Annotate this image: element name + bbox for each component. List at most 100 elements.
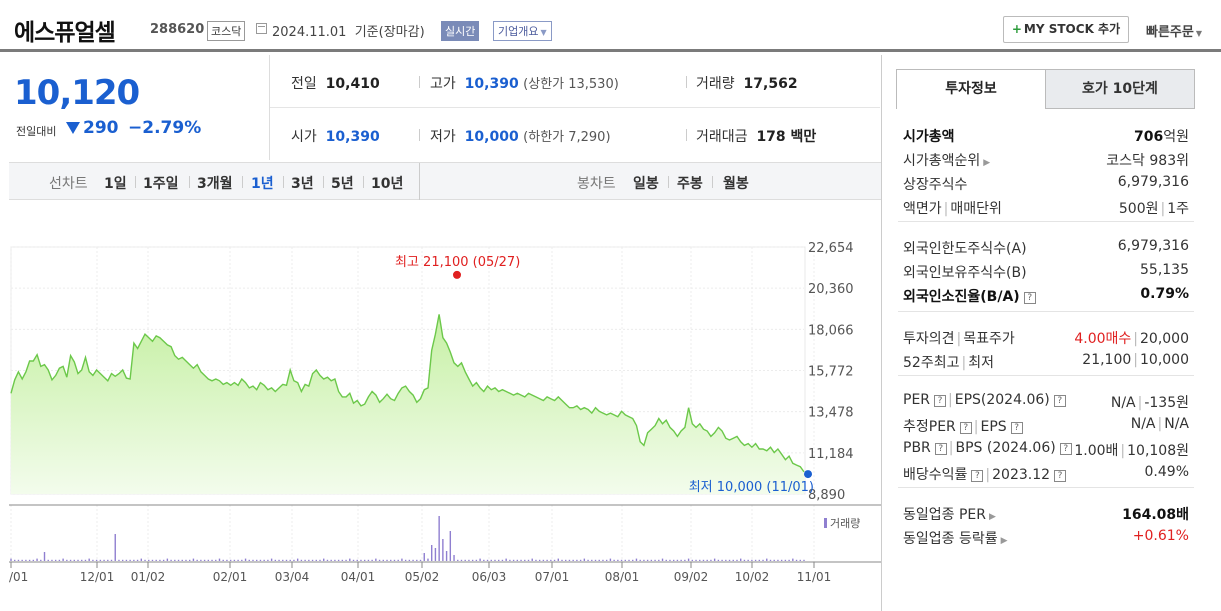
down-triangle-icon	[66, 122, 80, 134]
change-percent: −2.79%	[128, 118, 202, 138]
price-chart[interactable]: 22,654 20,360 18,066 15,772 13,478 11,184 8,89…	[9, 200, 882, 611]
volume-bar	[363, 559, 366, 561]
volume-bar	[367, 559, 370, 561]
volume-bar	[710, 559, 712, 561]
realtime-button[interactable]: 실시간	[441, 21, 480, 41]
candle-daily[interactable]: 일봉	[633, 176, 659, 192]
candle-weekly[interactable]: 주봉	[677, 176, 703, 192]
change-amount: 290	[83, 118, 119, 138]
y-tick-label: 18,066	[808, 323, 854, 338]
period-3y[interactable]: 3년	[291, 176, 314, 192]
info-value: 21,100 | 10,000	[1082, 352, 1189, 368]
volume-bar	[594, 559, 597, 561]
change-label: 전일대비	[16, 125, 57, 138]
help-icon[interactable]: ?	[1023, 292, 1036, 304]
volume-bar	[215, 559, 217, 561]
chevron-right-icon[interactable]: ▶	[1000, 536, 1008, 546]
volume-bar	[166, 558, 169, 561]
help-icon[interactable]: ?	[1054, 470, 1067, 482]
help-icon[interactable]: ?	[1010, 422, 1023, 434]
help-icon[interactable]: ?	[934, 395, 947, 407]
period-1y[interactable]: 1년	[251, 176, 274, 192]
x-tick-label: 10/02	[735, 570, 770, 584]
volume-bar	[252, 559, 254, 561]
volume-bar	[304, 559, 306, 561]
volume-bar	[516, 559, 519, 561]
volume-bar	[148, 559, 150, 561]
corp-info-dropdown[interactable]: 기업개요 ▼	[493, 21, 552, 41]
divider	[686, 129, 687, 141]
volume-bar	[408, 559, 411, 561]
volume-bar	[542, 559, 545, 561]
volume-bar	[17, 559, 20, 561]
volume-bar	[118, 559, 120, 561]
low-label: 저가	[430, 129, 456, 145]
volume-bar	[572, 559, 574, 561]
quick-order-dropdown[interactable]: 빠른주문 ▼	[1146, 21, 1202, 40]
divider	[135, 176, 136, 188]
volume-bar	[754, 559, 757, 561]
period-5y[interactable]: 5년	[331, 176, 354, 192]
volume-bar	[553, 559, 556, 561]
volume-bar	[334, 559, 336, 561]
add-mystock-button[interactable]: + MY STOCK 추가	[1003, 16, 1129, 43]
volume-bar	[360, 559, 362, 561]
volume-bar	[568, 559, 571, 561]
candle-monthly[interactable]: 월봉	[723, 176, 749, 192]
tab-invest-info[interactable]: 투자정보	[896, 69, 1046, 109]
help-icon[interactable]: ?	[1059, 443, 1072, 455]
volume-bar	[404, 559, 407, 561]
volume-bar	[632, 559, 634, 561]
info-panel: 투자정보 호가 10단계 시가총액 706억원 시가총액순위 ▶ 코스닥 983위 상장주…	[881, 55, 1221, 611]
volume-bar	[196, 559, 198, 561]
volume-bar	[174, 559, 176, 561]
help-icon[interactable]: ?	[934, 443, 947, 455]
period-1d[interactable]: 1일	[104, 176, 127, 192]
info-value: 164.08배	[1122, 507, 1189, 523]
info-label: 52주최고 | 최저	[903, 355, 994, 371]
help-icon[interactable]: ?	[971, 470, 984, 482]
high-label: 고가	[430, 76, 456, 92]
volume-bar	[62, 558, 64, 561]
volume-bar	[471, 559, 474, 561]
volume-bar	[133, 559, 135, 561]
volume-bar	[229, 559, 232, 561]
volume-bar	[99, 559, 102, 561]
divider	[419, 129, 420, 141]
volume-bar	[293, 559, 295, 561]
volume-bar	[576, 559, 578, 561]
volume-bar	[155, 559, 157, 561]
candle-chart-label: 봉차트	[577, 176, 616, 192]
volume-bar	[289, 559, 291, 561]
info-row: PBR? | BPS (2024.06)? 1.00배 | 10,108원	[903, 437, 1189, 461]
chevron-right-icon[interactable]: ▶	[989, 512, 996, 522]
volume-bar	[401, 558, 403, 561]
prev-close-value: 10,410	[325, 76, 380, 92]
divider	[323, 176, 324, 188]
x-tick-label: 05/02	[405, 570, 440, 584]
open-value: 10,390	[325, 129, 380, 145]
y-tick-label: 8,890	[808, 488, 845, 503]
volume-bar	[449, 531, 452, 561]
tab-orderbook[interactable]: 호가 10단계	[1045, 69, 1195, 109]
y-axis: 22,654 20,360 18,066 15,772 13,478 11,184 8,89…	[808, 241, 854, 503]
volume-bar	[557, 558, 559, 561]
help-icon[interactable]: ?	[959, 422, 972, 434]
volume-bar	[490, 559, 492, 561]
y-tick-label: 22,654	[808, 241, 854, 256]
open-label: 시가	[291, 129, 317, 145]
divider	[242, 176, 243, 188]
period-10y[interactable]: 10년	[371, 176, 404, 192]
volume-bar	[36, 558, 38, 561]
period-1w[interactable]: 1주일	[143, 176, 179, 192]
help-icon[interactable]: ?	[1053, 395, 1066, 407]
divider	[898, 375, 1194, 376]
low-marker	[804, 470, 812, 479]
volume-bar	[792, 558, 794, 561]
period-3m[interactable]: 3개월	[197, 176, 233, 192]
chevron-right-icon[interactable]: ▶	[983, 158, 991, 168]
high-price: 고가 10,390 (상한가 13,530)	[430, 73, 619, 93]
volume-bar	[77, 559, 79, 561]
x-tick-label: 06/03	[472, 570, 507, 584]
volume-bar	[699, 559, 701, 561]
